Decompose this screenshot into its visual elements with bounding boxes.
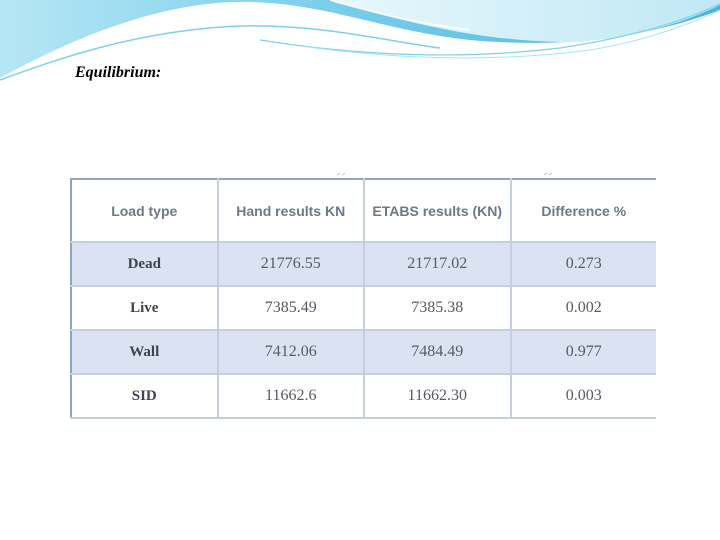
cell-load-type: Live	[70, 285, 219, 331]
table-row: Wall 7412.06 7484.49 0.977	[70, 329, 656, 375]
table-row: SID 11662.6 11662.30 0.003	[70, 373, 656, 419]
decorative-wave-banner	[0, 0, 720, 81]
cell-hand-result: 11662.6	[216, 373, 365, 419]
cell-difference: 0.002	[509, 285, 656, 331]
cell-load-type: Dead	[70, 241, 219, 287]
column-header-hand-results: Hand results KN	[216, 178, 365, 243]
cell-hand-result: 21776.55	[216, 241, 365, 287]
cell-difference: 0.977	[509, 329, 656, 375]
cell-difference: 0.003	[509, 373, 656, 419]
column-header-load-type: Load type	[70, 178, 219, 243]
decorative-mark	[543, 172, 553, 176]
cell-etabs-result: 7484.49	[363, 329, 512, 375]
cell-hand-result: 7385.49	[216, 285, 365, 331]
column-header-etabs-results: ETABS results (KN)	[363, 178, 512, 243]
cell-etabs-result: 21717.02	[363, 241, 512, 287]
cell-load-type: SID	[70, 373, 219, 419]
cell-load-type: Wall	[70, 329, 219, 375]
slide-title: Equilibrium:	[75, 64, 162, 81]
cell-etabs-result: 11662.30	[363, 373, 512, 419]
decorative-mark	[336, 172, 346, 176]
column-header-difference: Difference %	[509, 178, 656, 243]
cell-hand-result: 7412.06	[216, 329, 365, 375]
cell-difference: 0.273	[509, 241, 656, 287]
table-row: Dead 21776.55 21717.02 0.273	[70, 241, 656, 287]
table-row: Live 7385.49 7385.38 0.002	[70, 285, 656, 331]
table-header-row: Load type Hand results KN ETABS results …	[70, 178, 656, 243]
results-table-container: Load type Hand results KN ETABS results …	[70, 178, 656, 427]
results-table: Load type Hand results KN ETABS results …	[70, 178, 656, 419]
cell-etabs-result: 7385.38	[363, 285, 512, 331]
